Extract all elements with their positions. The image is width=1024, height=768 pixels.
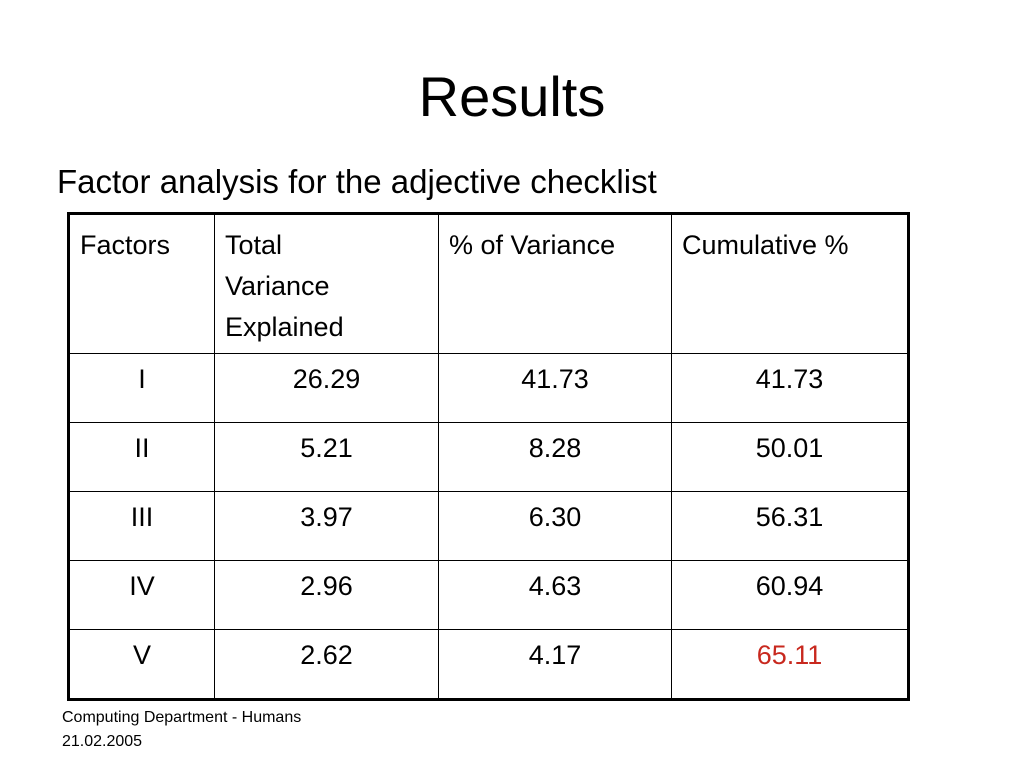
table-cell: 41.73	[671, 353, 909, 423]
header-cell: Cumulative %	[671, 213, 909, 354]
table-row: III 3.97 6.30 56.31	[68, 491, 909, 561]
table-cell: I	[68, 353, 215, 423]
table-cell: 60.94	[671, 560, 909, 630]
header-row: Factors Total Variance Explained % of Vari…	[68, 213, 909, 354]
header-cell: % of Variance	[438, 213, 672, 354]
table-row: V 2.62 4.17 65.11	[68, 629, 909, 700]
table-cell: 2.62	[214, 629, 439, 700]
table-cell: 56.31	[671, 491, 909, 561]
footer: Computing Department - Humans 21.02.2005	[62, 706, 301, 754]
table-cell: 5.21	[214, 422, 439, 492]
footer-line: Computing Department - Humans	[62, 709, 302, 726]
header-text: % of Variance	[449, 230, 616, 260]
footer-line: 21.02.2005	[62, 733, 143, 750]
table-cell: III	[68, 491, 215, 561]
slide-title: Results	[418, 65, 606, 128]
table-cell: 65.11	[671, 629, 909, 700]
header-text: Factors	[80, 230, 171, 260]
header-text: Total Variance Explained	[225, 230, 344, 342]
table-cell: 4.17	[438, 629, 672, 700]
table-cell: IV	[68, 560, 215, 630]
table-cell: 4.63	[438, 560, 672, 630]
header-cell: Factors	[68, 213, 215, 354]
table-cell: II	[68, 422, 215, 492]
results-table: Factors Total Variance Explained % of Vari…	[67, 212, 910, 701]
table-cell: 2.96	[214, 560, 439, 630]
header-cell: Total Variance Explained	[214, 213, 439, 354]
table-row: II 5.21 8.28 50.01	[68, 422, 909, 492]
header-text: Cumulative %	[682, 230, 849, 260]
table-cell: 3.97	[214, 491, 439, 561]
table-cell: 26.29	[214, 353, 439, 423]
table-cell: 41.73	[438, 353, 672, 423]
table-cell: 50.01	[671, 422, 909, 492]
table-cell: 8.28	[438, 422, 672, 492]
table-cell: 6.30	[438, 491, 672, 561]
subtitle: Factor analysis for the adjective checkl…	[57, 163, 657, 200]
table-cell: V	[68, 629, 215, 700]
table-row: I 26.29 41.73 41.73	[68, 353, 909, 423]
table-row: IV 2.96 4.63 60.94	[68, 560, 909, 630]
